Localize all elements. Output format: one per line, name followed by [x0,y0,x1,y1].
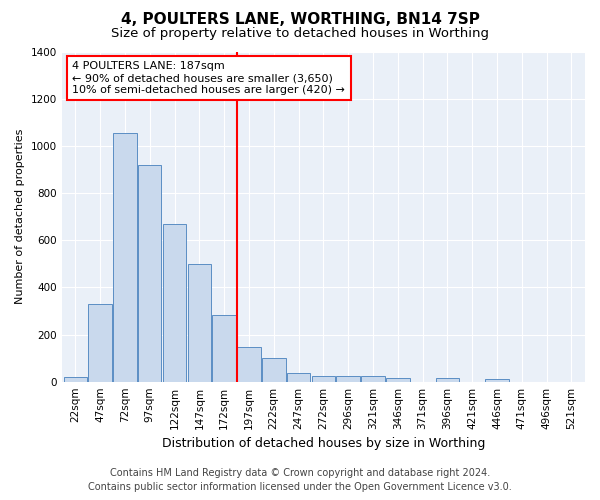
Bar [163,224,186,382]
Bar [436,378,459,382]
Bar [485,380,509,382]
Bar [88,304,112,382]
Bar [311,376,335,382]
Text: 4 POULTERS LANE: 187sqm
← 90% of detached houses are smaller (3,650)
10% of semi: 4 POULTERS LANE: 187sqm ← 90% of detache… [72,62,345,94]
Bar [212,315,236,382]
Bar [188,264,211,382]
Text: Size of property relative to detached houses in Worthing: Size of property relative to detached ho… [111,28,489,40]
Bar [361,376,385,382]
X-axis label: Distribution of detached houses by size in Worthing: Distribution of detached houses by size … [161,437,485,450]
Bar [262,358,286,382]
Bar [138,164,161,382]
Text: 4, POULTERS LANE, WORTHING, BN14 7SP: 4, POULTERS LANE, WORTHING, BN14 7SP [121,12,479,28]
Bar [237,347,261,382]
Bar [386,378,410,382]
Bar [287,372,310,382]
Text: Contains HM Land Registry data © Crown copyright and database right 2024.
Contai: Contains HM Land Registry data © Crown c… [88,468,512,492]
Bar [337,376,360,382]
Y-axis label: Number of detached properties: Number of detached properties [15,129,25,304]
Bar [64,377,87,382]
Bar [113,133,137,382]
